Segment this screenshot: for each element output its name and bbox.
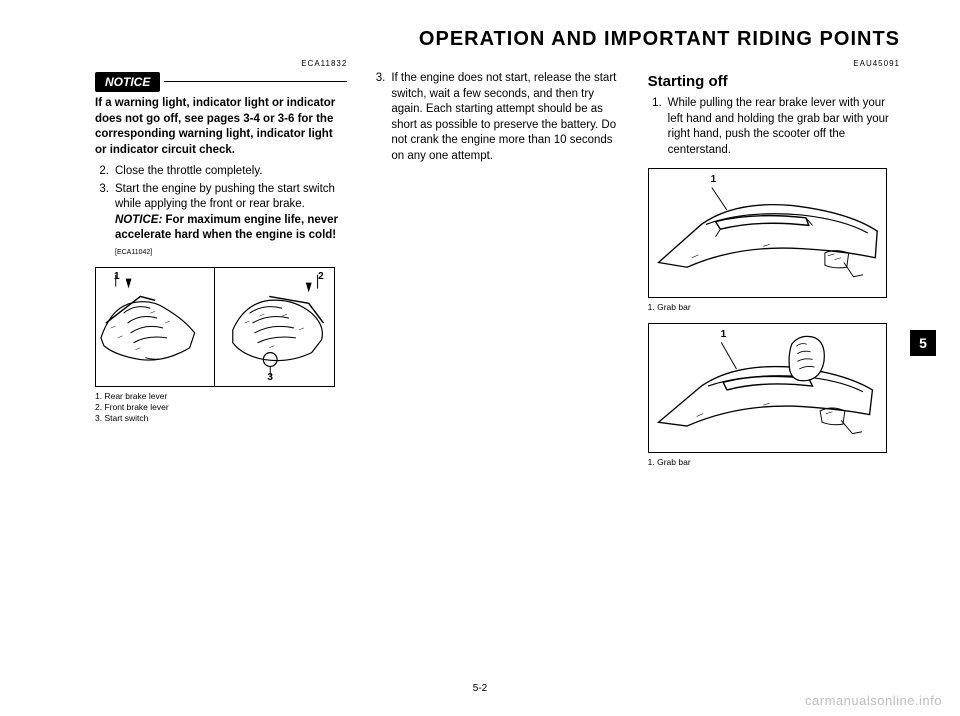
figure-callout: 1: [711, 173, 717, 187]
step-text: While pulling the rear brake lever with …: [668, 96, 900, 158]
figure-grab-bar-a: 1: [648, 168, 888, 298]
step-text: Start the engine by pushing the start sw…: [115, 182, 347, 260]
caption-line: 3. Start switch: [95, 413, 347, 424]
inline-code: [ECA11042]: [115, 249, 152, 256]
figure-caption: 1. Grab bar: [648, 457, 900, 468]
figure-callout: 1: [721, 328, 727, 342]
step-3: 3. Start the engine by pushing the start…: [95, 182, 347, 260]
watermark: carmanualsonline.info: [805, 693, 942, 708]
figure-brake-levers: 1 2 3: [95, 267, 335, 387]
step-number: 3.: [371, 71, 391, 164]
column-2: 3. If the engine does not start, release…: [371, 59, 623, 468]
step-text: Close the throttle completely.: [115, 164, 347, 180]
figure-callout: 3: [267, 371, 273, 385]
step-number: 2.: [95, 164, 115, 180]
figure-caption: 1. Grab bar: [648, 302, 900, 313]
notice-badge: NOTICE: [95, 72, 160, 92]
inline-notice-label: NOTICE:: [115, 214, 162, 226]
figure-callout: 1: [114, 270, 120, 284]
notice-header: NOTICE: [95, 72, 347, 92]
section-title: Starting off: [648, 72, 900, 92]
steps-list: 2. Close the throttle completely. 3. Sta…: [95, 164, 347, 259]
column-1: ECA11832 NOTICE If a warning light, indi…: [95, 59, 347, 468]
steps-list: 1. While pulling the rear brake lever wi…: [648, 96, 900, 158]
step-text: If the engine does not start, release th…: [391, 71, 623, 164]
step-1: 1. While pulling the rear brake lever wi…: [648, 96, 900, 158]
page-title: OPERATION AND IMPORTANT RIDING POINTS: [95, 28, 900, 51]
steps-list: 3. If the engine does not start, release…: [371, 71, 623, 164]
figure-left-panel: 1: [96, 268, 214, 386]
chapter-tab: 5: [910, 330, 936, 356]
hand-right-icon: [215, 268, 333, 386]
manual-page: OPERATION AND IMPORTANT RIDING POINTS 5 …: [0, 0, 960, 716]
figure-callout: 2: [318, 270, 324, 284]
ref-code: EAU45091: [648, 59, 900, 70]
scooter-rear-hand-icon: [649, 324, 887, 452]
notice-rule: [164, 81, 347, 82]
caption-line: 2. Front brake lever: [95, 402, 347, 413]
content-columns: ECA11832 NOTICE If a warning light, indi…: [95, 59, 900, 468]
hand-left-icon: [96, 268, 214, 386]
ref-code: ECA11832: [95, 59, 347, 70]
figure-caption: 1. Rear brake lever 2. Front brake lever…: [95, 391, 347, 424]
notice-text: If a warning light, indicator light or i…: [95, 96, 347, 158]
step-number: 3.: [95, 182, 115, 260]
figure-right-panel: 2 3: [214, 268, 333, 386]
column-3: EAU45091 Starting off 1. While pulling t…: [648, 59, 900, 468]
step-2: 2. Close the throttle completely.: [95, 164, 347, 180]
step-number: 1.: [648, 96, 668, 158]
scooter-rear-icon: [649, 169, 887, 297]
step-text-part: Start the engine by pushing the start sw…: [115, 183, 335, 211]
figure-grab-bar-b: 1: [648, 323, 888, 453]
step-3b: 3. If the engine does not start, release…: [371, 71, 623, 164]
caption-line: 1. Rear brake lever: [95, 391, 347, 402]
